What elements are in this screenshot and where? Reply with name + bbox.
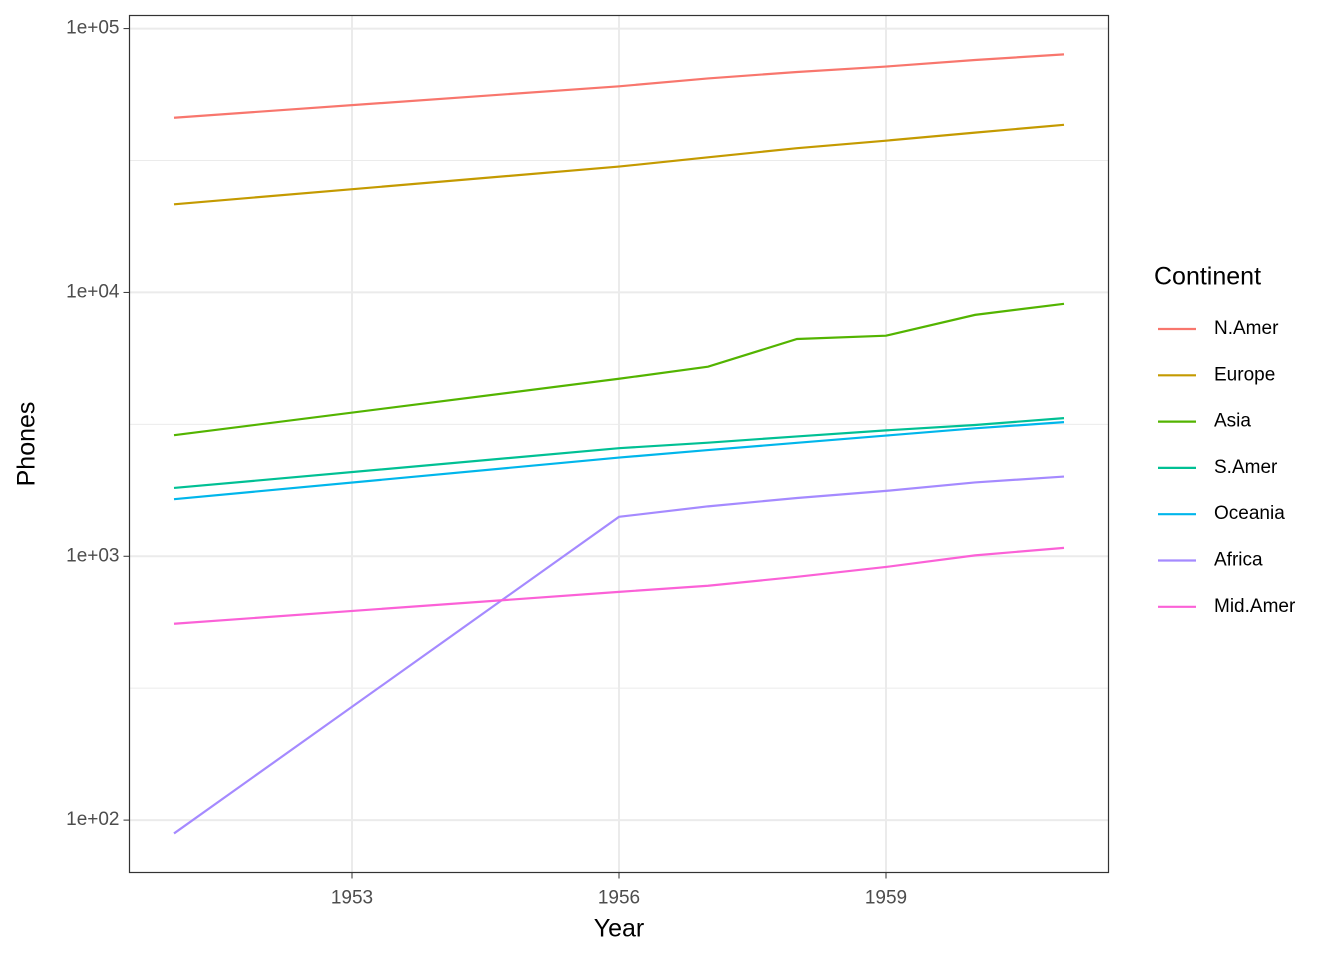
line — [173, 546, 1065, 625]
y-tick-label: 1e+03 — [66, 545, 119, 566]
x-axis-title: Year — [594, 915, 645, 943]
y-tick-label: 1e+04 — [66, 281, 120, 302]
x-tick-label: 1959 — [865, 888, 907, 909]
line — [173, 302, 1065, 437]
x-tick-label: 1956 — [598, 888, 640, 909]
panel-border — [128, 14, 1110, 874]
legend-label: Asia — [1214, 411, 1251, 432]
legend-label: Mid.Amer — [1214, 596, 1296, 617]
y-tick-label: 1e+02 — [66, 809, 119, 830]
y-axis-title: Phones — [13, 402, 41, 487]
line — [173, 421, 1065, 501]
legend-label: Oceania — [1214, 503, 1285, 524]
legend-label: Europe — [1214, 364, 1275, 385]
y-tick-label: 1e+05 — [66, 18, 119, 39]
legend-title: Continent — [1154, 263, 1261, 291]
x-tick-label: 1953 — [331, 888, 373, 909]
line — [173, 475, 1065, 835]
legend-label: S.Amer — [1214, 457, 1278, 478]
line — [173, 417, 1065, 490]
legend-label: Africa — [1214, 550, 1263, 571]
legend: Continent N.Amer Europe Asia S.Amer Oceania Af… — [1154, 263, 1296, 617]
line — [173, 53, 1065, 119]
legend-label: N.Amer — [1214, 318, 1279, 339]
line — [173, 123, 1065, 206]
